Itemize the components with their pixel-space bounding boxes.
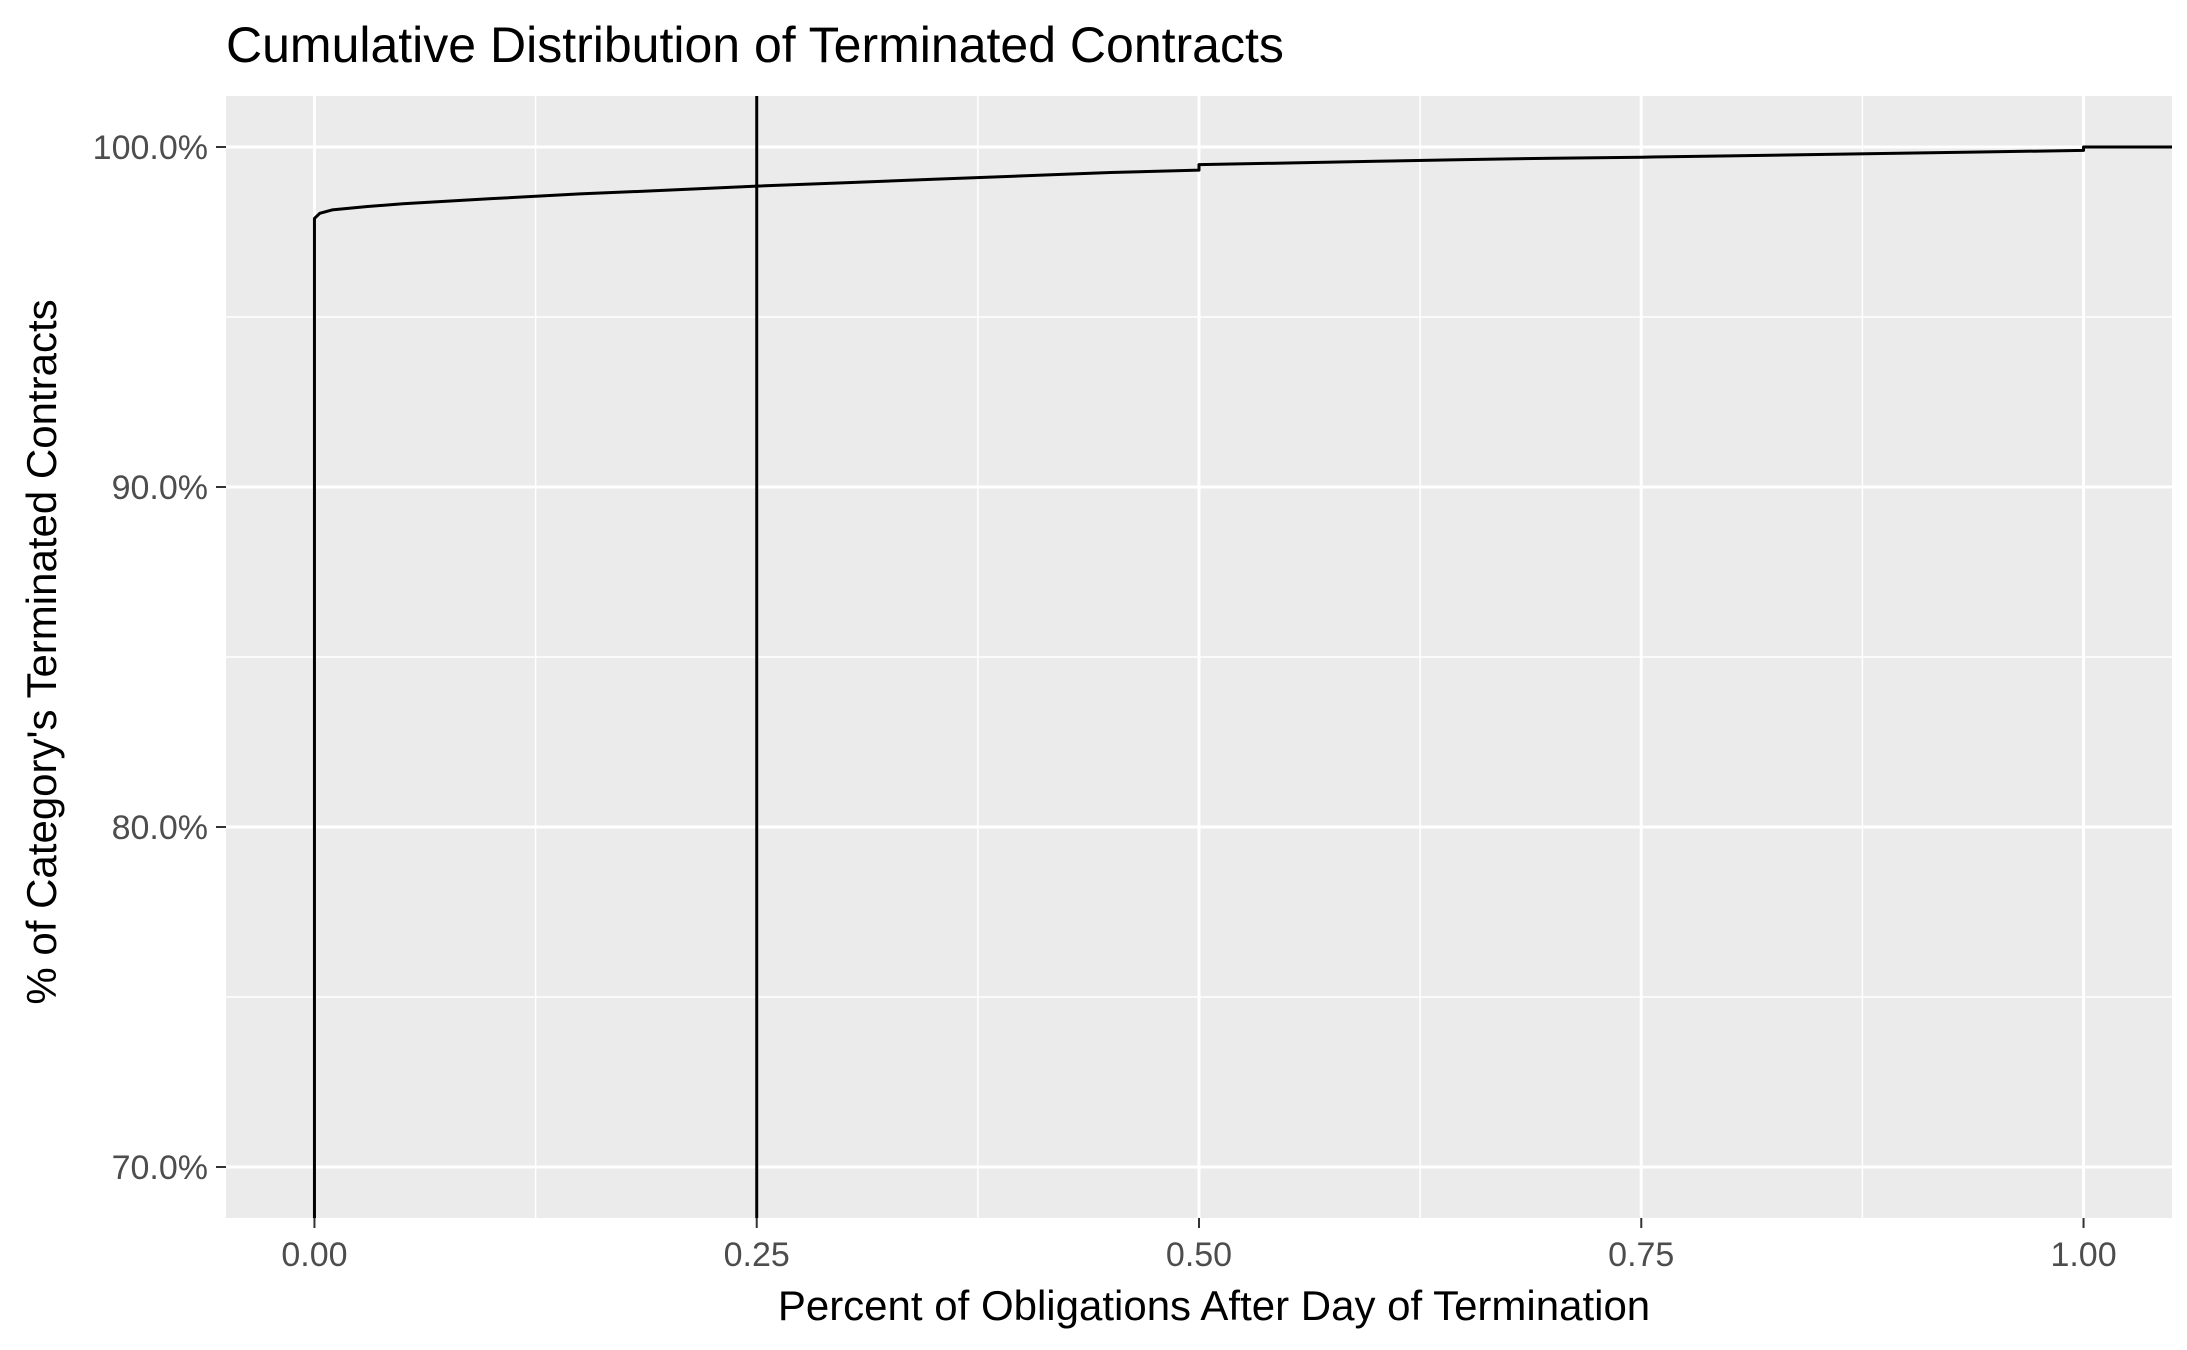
chart-title: Cumulative Distribution of Terminated Co…	[226, 17, 1284, 73]
x-tick-label-3: 0.75	[1608, 1236, 1674, 1274]
x-tick-label-1: 0.25	[724, 1236, 790, 1274]
x-axis: 0.00 0.25 0.50 0.75 1.00	[281, 1218, 2117, 1274]
cdf-series-line-0	[312, 145, 2172, 1218]
y-tick-label-3: 100.0%	[93, 129, 208, 167]
y-tick-label-0: 70.0%	[112, 1149, 208, 1187]
y-axis: 70.0% 80.0% 90.0% 100.0%	[93, 129, 226, 1187]
x-tick-label-2: 0.50	[1166, 1236, 1232, 1274]
x-axis-title: Percent of Obligations After Day of Term…	[778, 1282, 1650, 1329]
y-tick-label-2: 90.0%	[112, 469, 208, 507]
y-axis-title: % of Category's Terminated Contracts	[18, 299, 65, 1004]
x-tick-label-0: 0.00	[281, 1236, 347, 1274]
y-tick-label-1: 80.0%	[112, 809, 208, 847]
x-tick-label-4: 1.00	[2050, 1236, 2116, 1274]
series-layer	[312, 145, 2172, 1218]
